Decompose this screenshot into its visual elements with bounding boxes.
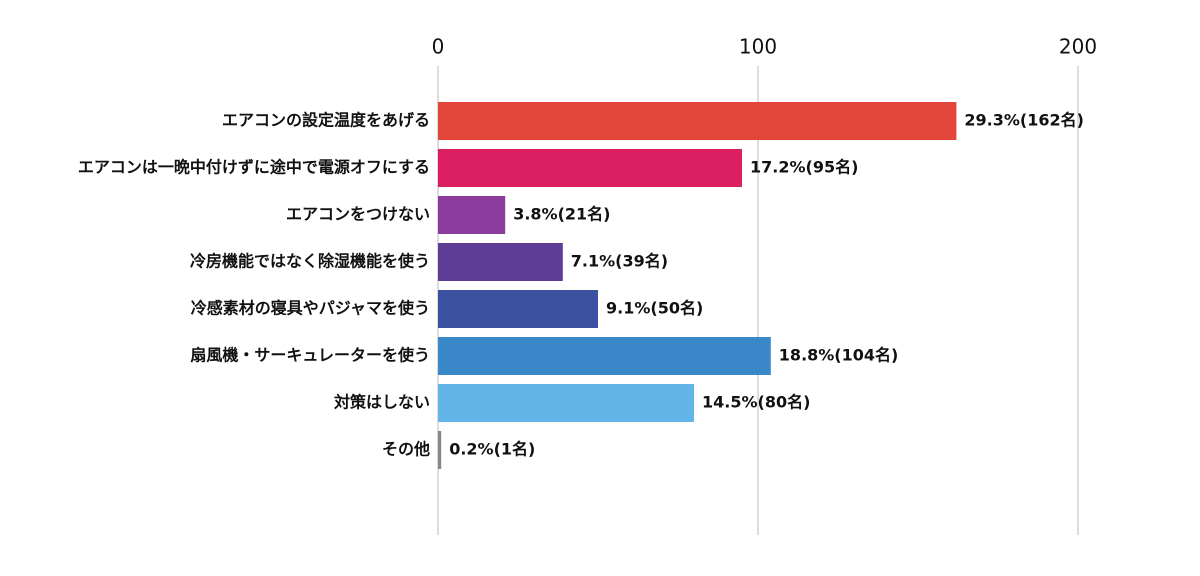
value-label: 29.3%(162名) — [964, 111, 1084, 130]
value-label: 17.2%(95名) — [750, 158, 858, 177]
value-label: 18.8%(104名) — [779, 346, 899, 365]
value-label: 0.2%(1名) — [449, 440, 535, 459]
bar — [438, 290, 598, 328]
value-label: 3.8%(21名) — [513, 205, 610, 224]
bar — [438, 431, 442, 469]
x-tick-label: 0 — [432, 35, 445, 59]
category-label: エアコンをつけない — [286, 205, 430, 224]
category-label: 扇風機・サーキュレーターを使う — [190, 346, 430, 365]
category-label: 対策はしない — [333, 393, 430, 412]
bar — [438, 149, 742, 187]
x-tick-label: 200 — [1059, 35, 1097, 59]
category-label: 冷感素材の寝具やパジャマを使う — [191, 299, 430, 318]
bar — [438, 243, 563, 281]
category-label: エアコンの設定温度をあげる — [222, 111, 430, 130]
category-label: その他 — [382, 440, 430, 459]
bar — [438, 337, 771, 375]
value-label: 14.5%(80名) — [702, 393, 810, 412]
category-label: エアコンは一晩中付けずに途中で電源オフにする — [78, 158, 430, 177]
bar — [438, 196, 506, 234]
bar — [438, 102, 957, 140]
category-label: 冷房機能ではなく除湿機能を使う — [190, 252, 430, 271]
bar — [438, 384, 694, 422]
value-label: 7.1%(39名) — [571, 252, 668, 271]
x-tick-label: 100 — [739, 35, 777, 59]
value-label: 9.1%(50名) — [606, 299, 703, 318]
